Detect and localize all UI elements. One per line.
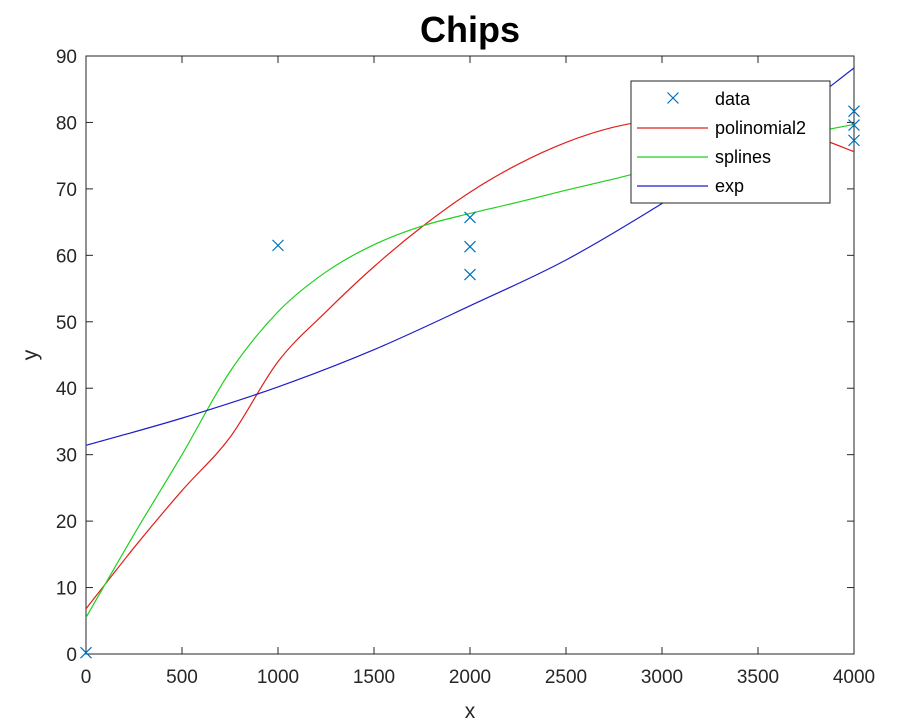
y-axis: 0 10 20 30 40 50 60 70 80 90 bbox=[56, 47, 854, 666]
y-tick-label: 20 bbox=[56, 512, 77, 533]
legend-marker-data bbox=[667, 92, 679, 104]
y-tick-label: 80 bbox=[56, 113, 77, 134]
data-markers bbox=[80, 105, 860, 659]
x-tick-label: 500 bbox=[166, 667, 198, 688]
data-point-marker bbox=[272, 239, 284, 252]
data-point-marker bbox=[848, 119, 860, 132]
data-point-marker bbox=[848, 134, 860, 147]
y-tick-label: 50 bbox=[56, 313, 77, 334]
x-tick-label: 3500 bbox=[737, 667, 779, 688]
data-point-marker bbox=[80, 646, 92, 659]
y-tick-label: 0 bbox=[66, 645, 77, 666]
y-tick-label: 90 bbox=[56, 47, 77, 68]
data-point-marker bbox=[464, 211, 476, 224]
x-tick-label: 1500 bbox=[353, 667, 395, 688]
legend-label: splines bbox=[715, 147, 771, 167]
data-point-marker bbox=[464, 268, 476, 281]
x-axis-label: x bbox=[465, 700, 476, 723]
x-tick-label: 3000 bbox=[641, 667, 683, 688]
y-tick-label: 30 bbox=[56, 446, 77, 467]
x-tick-label: 2000 bbox=[449, 667, 491, 688]
x-axis: 0 500 1000 1500 2000 2500 3000 3500 4000 bbox=[81, 56, 875, 688]
legend-label: exp bbox=[715, 176, 744, 196]
data-point-marker bbox=[848, 105, 860, 118]
data-point-marker bbox=[464, 240, 476, 253]
legend-box bbox=[630, 80, 831, 204]
legend: data polinomial2 splines exp bbox=[630, 80, 831, 204]
chart-title: Chips bbox=[420, 9, 520, 50]
legend-label: polinomial2 bbox=[715, 118, 806, 138]
x-tick-label: 0 bbox=[81, 667, 92, 688]
y-tick-label: 40 bbox=[56, 379, 77, 400]
x-tick-label: 2500 bbox=[545, 667, 587, 688]
y-axis-label: y bbox=[19, 349, 42, 360]
x-tick-label: 4000 bbox=[833, 667, 875, 688]
y-tick-label: 70 bbox=[56, 180, 77, 201]
y-tick-label: 60 bbox=[56, 246, 77, 267]
x-tick-label: 1000 bbox=[257, 667, 299, 688]
y-tick-label: 10 bbox=[56, 579, 77, 600]
legend-label: data bbox=[715, 89, 751, 109]
